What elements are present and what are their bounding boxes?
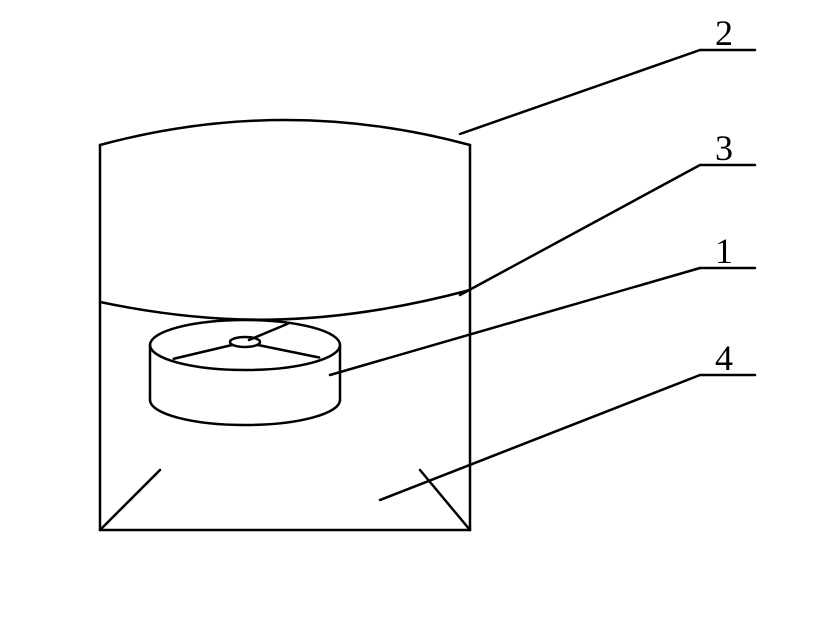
label-1: 1 [715,230,733,272]
label-2: 2 [715,12,733,54]
label-3: 3 [715,127,733,169]
technical-diagram-svg [0,0,830,621]
label-4: 4 [715,337,733,379]
diagram-container [0,0,830,621]
